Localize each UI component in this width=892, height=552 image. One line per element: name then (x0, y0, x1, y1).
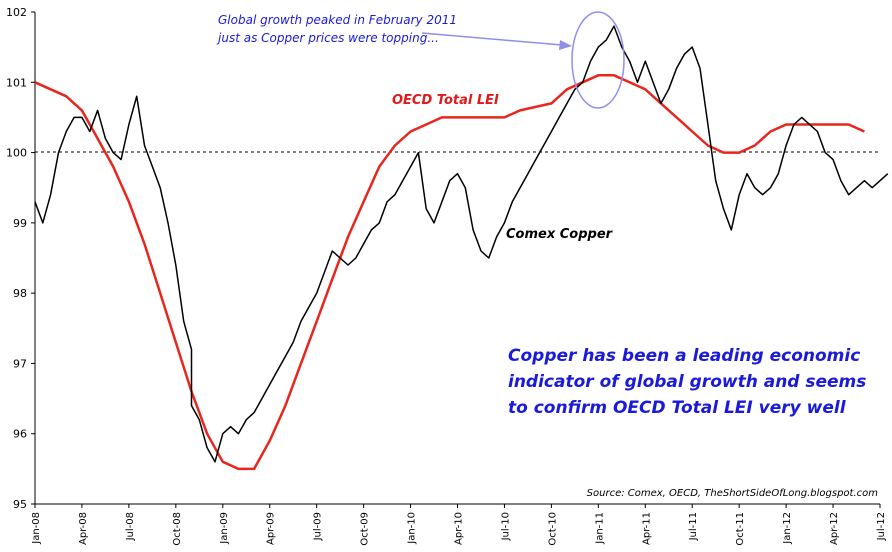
oecd-lei-line (34, 74, 865, 471)
lei-series-label: OECD Total LEI (392, 93, 499, 108)
summary-line2: indicator of global growth and seems (508, 372, 866, 392)
y-tick-label: 100 (6, 147, 27, 160)
y-tick-label: 98 (13, 287, 27, 300)
x-tick-label: Jul-09 (313, 512, 324, 541)
copper-series-label: Comex Copper (506, 227, 614, 242)
x-tick-label: Oct-11 (735, 512, 746, 546)
x-tick-label: Oct-08 (172, 512, 183, 546)
x-tick-label: Jul-11 (688, 512, 699, 541)
y-tick-label: 96 (13, 428, 27, 441)
x-tick-label: Apr-10 (454, 512, 465, 545)
x-tick-label: Jan-12 (782, 512, 793, 545)
y-tick-label: 102 (6, 6, 27, 19)
peak-note-line2: just as Copper prices were topping... (216, 31, 439, 45)
x-tick-label: Apr-08 (78, 512, 89, 545)
summary-line3: to confirm OECD Total LEI very well (508, 398, 847, 418)
x-tick-label: Jul-12 (876, 512, 887, 541)
x-tick-label: Jan-09 (219, 512, 230, 545)
y-tick-label: 99 (13, 217, 27, 230)
y-tick-label: 95 (13, 498, 27, 511)
series-layer (34, 25, 889, 471)
x-tick-label: Apr-11 (641, 512, 652, 545)
x-tick-label: Jan-08 (31, 512, 42, 545)
peak-arrow-line (421, 32, 563, 46)
x-tick-label: Apr-09 (266, 512, 277, 545)
x-tick-label: Jul-08 (125, 512, 136, 541)
peak-arrow-head (559, 40, 572, 50)
x-tick-label: Oct-10 (547, 512, 558, 546)
peak-note-line1: Global growth peaked in February 2011 (218, 13, 457, 27)
y-ticks: 102 101 100 99 98 97 96 95 (6, 6, 35, 511)
summary-line1: Copper has been a leading economic (508, 346, 860, 366)
x-tick-label: Jan-11 (594, 512, 605, 545)
x-tick-label: Apr-12 (829, 512, 840, 545)
x-tick-label: Oct-09 (360, 512, 371, 546)
y-tick-label: 97 (13, 357, 27, 370)
x-tick-label: Jan-10 (407, 512, 418, 545)
copper-line (34, 25, 889, 463)
peak-highlight-ellipse (571, 11, 625, 109)
x-ticks: Jan-08 Apr-08 Jul-08 Oct-08 Jan-09 Apr-09 Jul-… (31, 504, 887, 546)
source-note: Source: Comex, OECD, TheShortSideOfLong.… (587, 488, 879, 499)
x-tick-label: Jul-10 (500, 512, 511, 541)
y-tick-label: 101 (6, 76, 27, 89)
